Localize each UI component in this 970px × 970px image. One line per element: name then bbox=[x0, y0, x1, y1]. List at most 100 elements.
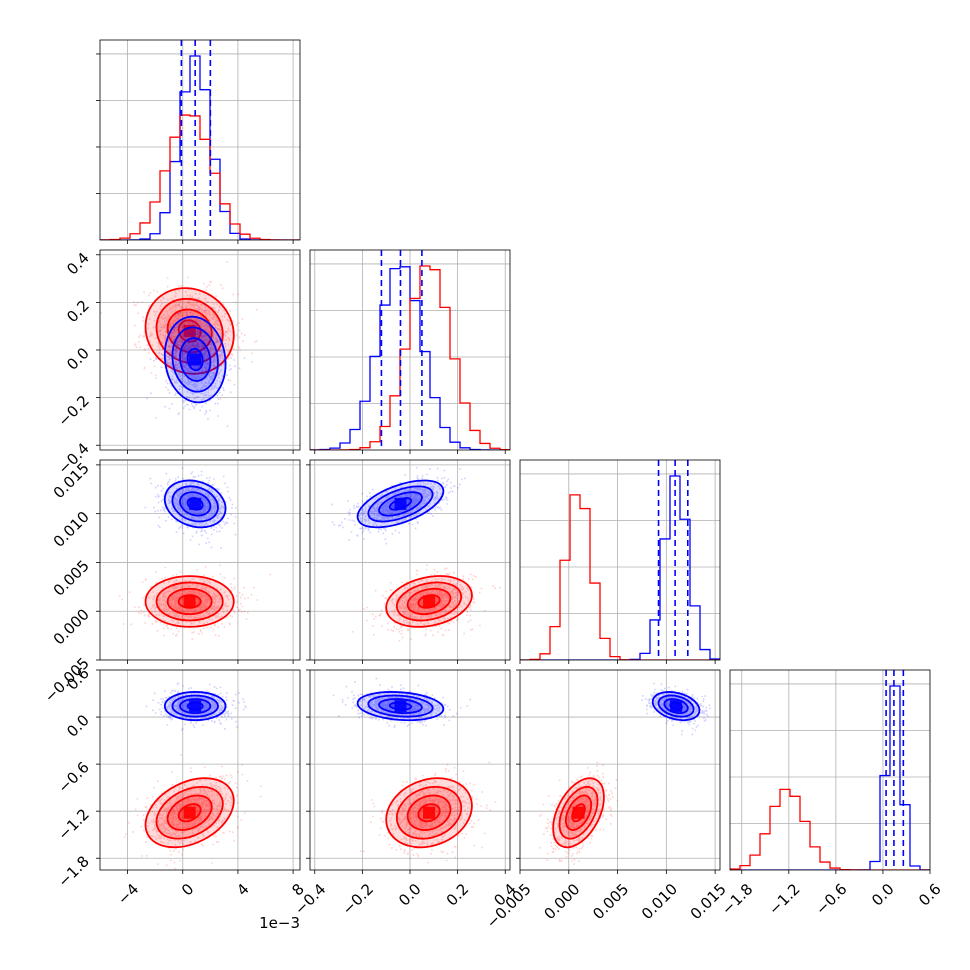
x-tick-label: −0.2 bbox=[339, 880, 377, 918]
contour-red bbox=[177, 594, 202, 609]
panel-0-0 bbox=[100, 40, 300, 240]
contour-red bbox=[177, 803, 202, 823]
panel-1-1 bbox=[310, 250, 510, 450]
scatter-points-blue bbox=[332, 677, 472, 729]
panel-frame bbox=[99, 39, 301, 241]
y-tick-label: 0.005 bbox=[50, 557, 93, 600]
y-tick-label: −0.6 bbox=[54, 758, 92, 796]
histogram-blue bbox=[520, 475, 720, 660]
panel-frame bbox=[99, 459, 301, 661]
histogram-red bbox=[520, 494, 720, 660]
panel-3-1 bbox=[310, 670, 510, 870]
contour-blue bbox=[378, 491, 423, 517]
contour-blue bbox=[163, 315, 227, 404]
contour-red bbox=[155, 581, 224, 622]
density-peak-blue bbox=[189, 353, 202, 366]
contour-blue bbox=[378, 698, 423, 715]
contour-red bbox=[155, 785, 224, 840]
contour-red bbox=[166, 308, 213, 354]
contour-blue bbox=[179, 491, 212, 517]
x-tick-label: 0.010 bbox=[638, 880, 681, 923]
contour-red bbox=[396, 785, 463, 840]
histogram-blue bbox=[310, 266, 510, 450]
contour-red bbox=[177, 319, 202, 343]
contour-blue bbox=[171, 326, 219, 393]
y-tick-label: −1.8 bbox=[54, 852, 92, 890]
x-tick-label: 0.0 bbox=[868, 880, 898, 910]
x-tick-label: 0.0 bbox=[395, 880, 425, 910]
contour-blue bbox=[186, 701, 204, 711]
y-tick-label: 0.2 bbox=[63, 296, 93, 326]
density-peak-red bbox=[423, 806, 436, 819]
y-tick-label: 0.4 bbox=[63, 249, 93, 279]
contour-red bbox=[552, 777, 605, 849]
x-tick-label: 0 bbox=[178, 880, 197, 899]
x-tick-label: −4 bbox=[114, 880, 142, 908]
contour-red bbox=[417, 803, 441, 823]
contour-red bbox=[571, 803, 586, 823]
x-tick-label: 4 bbox=[233, 880, 252, 899]
contour-blue bbox=[179, 337, 212, 382]
contour-red bbox=[166, 794, 213, 831]
contour-red bbox=[166, 587, 213, 616]
density-peak-red bbox=[423, 595, 436, 608]
panel-frame bbox=[729, 669, 931, 871]
contour-red bbox=[406, 794, 452, 831]
panel-1-0 bbox=[100, 250, 300, 450]
scatter-points-red bbox=[123, 754, 262, 870]
panel-2-1 bbox=[310, 460, 510, 660]
panel-3-0 bbox=[100, 670, 300, 870]
scatter-points-red bbox=[100, 261, 258, 419]
x-tick-label: 0.6 bbox=[915, 880, 945, 910]
x-tick-label: −1.8 bbox=[718, 880, 756, 918]
contour-red bbox=[564, 794, 593, 831]
y-tick-label: 0.0 bbox=[63, 711, 93, 741]
contour-blue bbox=[186, 347, 204, 372]
contour-blue bbox=[163, 479, 227, 529]
contour-blue bbox=[186, 497, 204, 511]
contour-red bbox=[396, 581, 463, 622]
x-tick-label: −0.6 bbox=[812, 880, 850, 918]
contour-blue bbox=[669, 701, 683, 711]
density-peak-red bbox=[183, 806, 196, 819]
contour-red bbox=[144, 575, 235, 628]
contour-red bbox=[558, 785, 599, 840]
histogram-red bbox=[730, 788, 930, 870]
contour-red bbox=[385, 777, 473, 849]
panel-frame bbox=[519, 459, 721, 661]
contour-red bbox=[144, 777, 235, 849]
x-tick-label: 0.005 bbox=[589, 880, 632, 923]
contour-blue bbox=[171, 694, 219, 718]
contour-red bbox=[406, 587, 452, 616]
y-tick-label: −1.2 bbox=[54, 805, 92, 843]
contour-blue bbox=[651, 691, 701, 722]
contour-red bbox=[417, 594, 441, 609]
histogram-blue bbox=[100, 55, 300, 240]
contour-blue bbox=[367, 485, 434, 523]
panel-frame bbox=[519, 669, 721, 871]
density-peak-red bbox=[183, 595, 196, 608]
x-tick-label: 0.2 bbox=[443, 880, 473, 910]
contour-blue bbox=[179, 698, 212, 715]
contour-blue bbox=[388, 701, 413, 711]
y-tick-label: −0.2 bbox=[54, 392, 92, 430]
contour-blue bbox=[163, 691, 227, 722]
y-tick-label: 0.0 bbox=[63, 344, 93, 374]
y-tick-label: 0.000 bbox=[50, 605, 93, 648]
contour-blue bbox=[657, 694, 695, 718]
contour-blue bbox=[367, 694, 434, 718]
x-offset-text: 1e−3 bbox=[259, 914, 300, 932]
density-peak-blue bbox=[189, 497, 202, 510]
contour-blue bbox=[663, 698, 689, 715]
x-tick-label: −1.2 bbox=[765, 880, 803, 918]
contour-blue bbox=[171, 485, 219, 523]
y-tick-label: 0.010 bbox=[50, 508, 93, 551]
contour-blue bbox=[356, 691, 445, 722]
x-tick-label: 0.000 bbox=[540, 880, 583, 923]
density-peak-red bbox=[572, 806, 585, 819]
contour-blue bbox=[356, 479, 445, 529]
histogram-red bbox=[100, 114, 300, 240]
panel-2-2 bbox=[520, 460, 720, 660]
contour-blue bbox=[388, 497, 413, 511]
